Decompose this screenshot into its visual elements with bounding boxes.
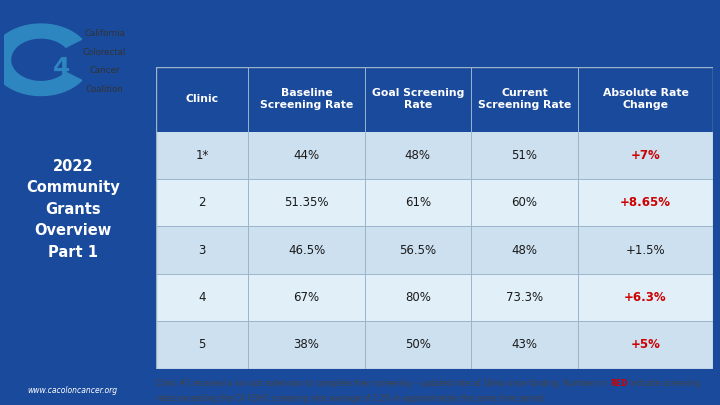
Text: Reported Screening Rates – Final Reporting Data: Reported Screening Rates – Final Reporti…	[169, 31, 613, 46]
Text: 4: 4	[53, 56, 71, 80]
Text: Clinic #1 received a no-cost extension to complete their screening – updated rat: Clinic #1 received a no-cost extension t…	[156, 379, 610, 388]
Text: RED: RED	[610, 379, 628, 388]
Text: Goal Screening
Rate: Goal Screening Rate	[372, 88, 464, 110]
Text: 56.5%: 56.5%	[400, 244, 436, 257]
Text: 80%: 80%	[405, 291, 431, 304]
Text: Absolute Rate
Change: Absolute Rate Change	[603, 88, 688, 110]
Text: Baseline
Screening Rate: Baseline Screening Rate	[260, 88, 353, 110]
Text: 51%: 51%	[511, 149, 537, 162]
Text: 2: 2	[199, 196, 206, 209]
Bar	[156, 274, 713, 321]
Text: +7%: +7%	[631, 149, 660, 162]
Text: 50%: 50%	[405, 338, 431, 352]
Text: 1*: 1*	[195, 149, 209, 162]
Text: 38%: 38%	[294, 338, 320, 352]
Text: 48%: 48%	[405, 149, 431, 162]
Bar	[156, 321, 713, 369]
Text: 67%: 67%	[294, 291, 320, 304]
Bar	[156, 226, 713, 274]
Text: 73.3%: 73.3%	[506, 291, 543, 304]
Text: 61%: 61%	[405, 196, 431, 209]
Text: +6.3%: +6.3%	[624, 291, 667, 304]
Text: +8.65%: +8.65%	[620, 196, 671, 209]
Text: 3: 3	[199, 244, 206, 257]
Text: 60%: 60%	[511, 196, 537, 209]
Text: 51.35%: 51.35%	[284, 196, 329, 209]
Text: Coalition: Coalition	[86, 85, 123, 94]
Text: 48%: 48%	[511, 244, 537, 257]
Bar	[156, 179, 713, 226]
Bar	[156, 132, 713, 179]
Text: indicate screening: indicate screening	[628, 379, 701, 388]
Text: 5: 5	[199, 338, 206, 352]
Bar	[156, 67, 713, 132]
Polygon shape	[0, 24, 81, 96]
Text: California: California	[84, 30, 125, 38]
Text: Colorectal: Colorectal	[83, 48, 126, 57]
Text: Clinic: Clinic	[186, 94, 219, 104]
Text: Current
Screening Rate: Current Screening Rate	[478, 88, 571, 110]
Text: +1.5%: +1.5%	[626, 244, 665, 257]
Text: www.cacoloncancer.org: www.cacoloncancer.org	[27, 386, 118, 395]
Text: 44%: 44%	[294, 149, 320, 162]
Text: rates exceeding the CA FQHC screening rate average of 2.2% in approximately the : rates exceeding the CA FQHC screening ra…	[156, 394, 546, 403]
Text: 43%: 43%	[511, 338, 537, 352]
Text: 46.5%: 46.5%	[288, 244, 325, 257]
Text: Cancer: Cancer	[89, 66, 120, 75]
Text: +5%: +5%	[631, 338, 660, 352]
Text: 4: 4	[199, 291, 206, 304]
Text: 2022
Community
Grants
Overview
Part 1: 2022 Community Grants Overview Part 1	[26, 158, 120, 260]
